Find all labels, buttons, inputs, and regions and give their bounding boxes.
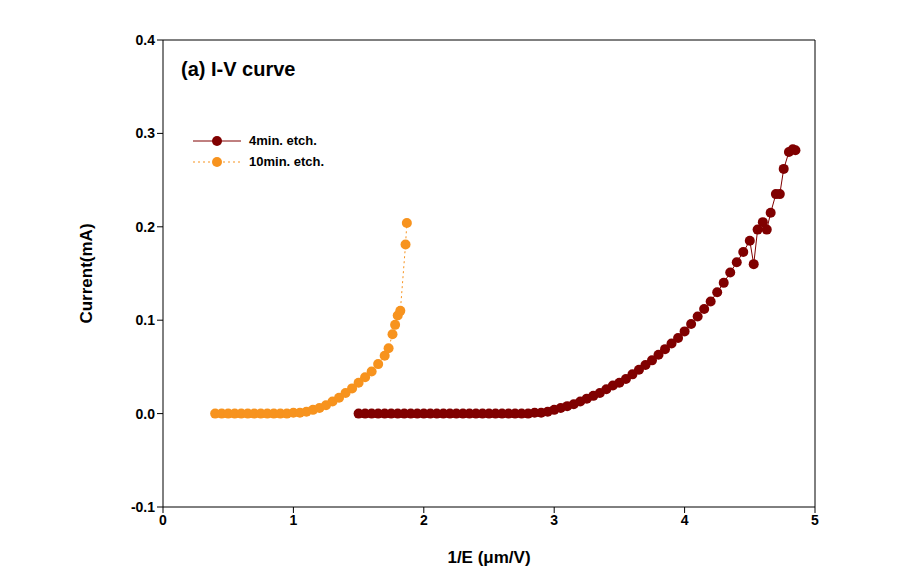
svg-text:Current(mA): Current(mA) xyxy=(77,223,96,323)
svg-text:3: 3 xyxy=(550,512,558,528)
svg-text:1: 1 xyxy=(290,512,298,528)
svg-text:-0.1: -0.1 xyxy=(131,499,155,515)
svg-text:1/E (μm/V): 1/E (μm/V) xyxy=(447,548,530,567)
svg-text:5: 5 xyxy=(811,512,819,528)
svg-text:0.0: 0.0 xyxy=(136,406,156,422)
svg-text:0.2: 0.2 xyxy=(136,219,156,235)
html-text:(a) I-V curve: (a) I-V curve xyxy=(181,58,296,80)
svg-text:0.1: 0.1 xyxy=(136,312,156,328)
html-text:4min. etch.: 4min. etch. xyxy=(249,133,317,148)
html-text:10min. etch.: 10min. etch. xyxy=(249,154,325,169)
svg-text:0.3: 0.3 xyxy=(136,125,156,141)
svg-text:2: 2 xyxy=(420,512,428,528)
svg-text:4: 4 xyxy=(681,512,689,528)
svg-text:0.4: 0.4 xyxy=(136,32,156,48)
svg-text:0: 0 xyxy=(159,512,167,528)
